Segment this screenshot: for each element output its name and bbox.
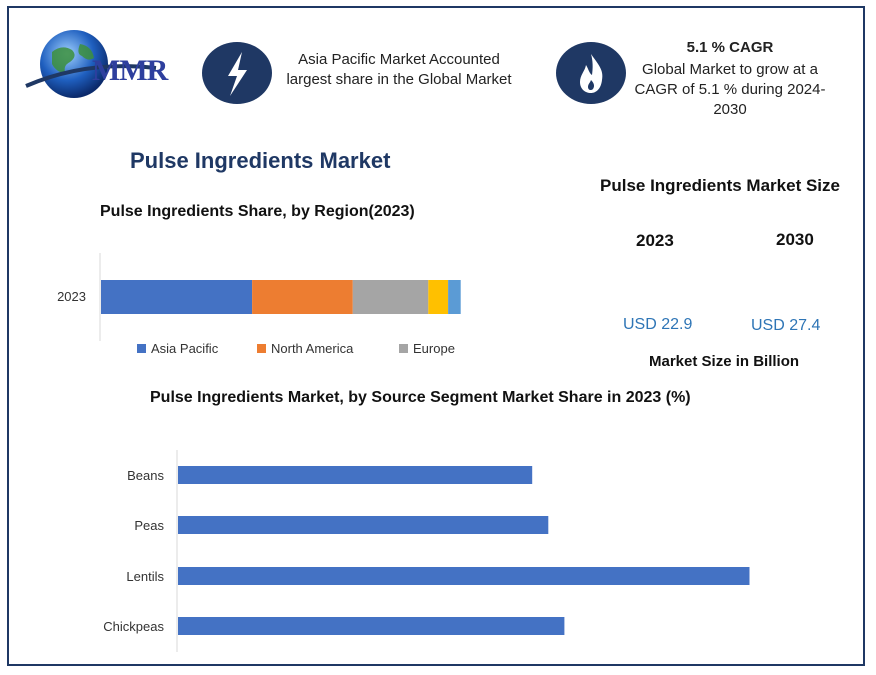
source-bar-beans <box>178 466 533 484</box>
value-2023: USD 22.9 <box>623 316 693 333</box>
source-label-chickpeas: Chickpeas <box>103 619 164 634</box>
flame-icon-badge <box>556 42 626 104</box>
mmr-logo: MMR <box>22 24 187 104</box>
legend-europe: Europe <box>399 341 455 356</box>
main-title: Pulse Ingredients Market <box>130 148 391 173</box>
year-2030-label: 2030 <box>776 230 814 249</box>
region-bar-segment-5 <box>448 280 461 314</box>
legend-asia-pacific: Asia Pacific <box>137 341 218 356</box>
region-bar-segment-3 <box>352 280 429 314</box>
source-bar-lentils <box>178 567 750 585</box>
cagr-text: Global Market to grow at a CAGR of 5.1 %… <box>634 61 826 118</box>
legend-swatch-europe <box>399 344 408 353</box>
infographic-frame <box>7 6 865 666</box>
region-bar-segment-4 <box>428 280 449 314</box>
region-share-chart: 2023 <box>57 253 461 341</box>
source-bar-chickpeas <box>178 617 565 635</box>
legend-swatch-asia-pacific <box>137 344 146 353</box>
region-bar-segment-2 <box>252 280 353 314</box>
source-chart-title: Pulse Ingredients Market, by Source Segm… <box>150 389 691 406</box>
region-category-label: 2023 <box>57 289 86 304</box>
flame-icon <box>580 54 603 93</box>
globe-icon <box>25 30 157 98</box>
legend-label-north-america: North America <box>271 341 354 356</box>
market-size-title: Pulse Ingredients Market Size <box>600 176 840 195</box>
legend-label-asia-pacific: Asia Pacific <box>151 341 219 356</box>
region-bar-segment-1 <box>101 280 253 314</box>
region-chart-title: Pulse Ingredients Share, by Region(2023) <box>100 203 415 220</box>
source-segment-chart: Beans Peas Lentils Chickpeas <box>103 450 750 652</box>
market-size-caption: Market Size in Billion <box>649 353 800 370</box>
info-card-asia-text: Asia Pacific Market Accounted largest sh… <box>286 51 512 88</box>
legend-label-europe: Europe <box>413 341 455 356</box>
source-label-peas: Peas <box>134 518 164 533</box>
cagr-heading: 5.1 % CAGR <box>686 39 774 56</box>
source-label-lentils: Lentils <box>126 569 164 584</box>
source-label-beans: Beans <box>127 468 164 483</box>
legend-north-america: North America <box>257 341 353 356</box>
legend-swatch-north-america <box>257 344 266 353</box>
year-2023-label: 2023 <box>636 231 674 250</box>
source-bar-peas <box>178 516 549 534</box>
lightning-icon <box>228 52 247 96</box>
value-2030: USD 27.4 <box>751 317 821 334</box>
lightning-icon-badge <box>202 42 272 104</box>
logo-text: MMR <box>92 54 168 87</box>
